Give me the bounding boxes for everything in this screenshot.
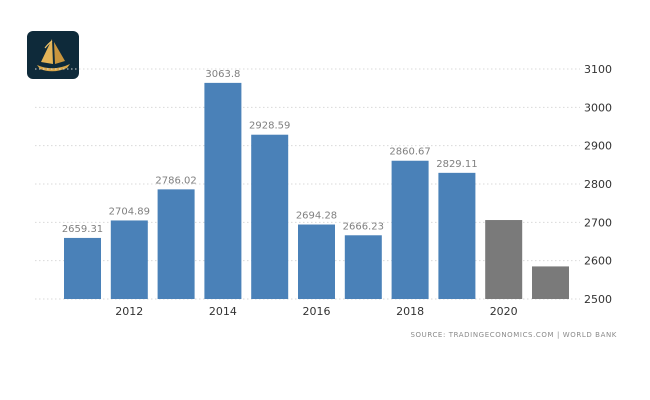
bar xyxy=(298,224,335,299)
bar xyxy=(110,220,148,299)
bar xyxy=(344,235,382,299)
brand-logo xyxy=(27,31,79,79)
data-label: 2860.67 xyxy=(389,147,430,158)
data-label: 2786.02 xyxy=(155,175,196,186)
data-label: 2694.28 xyxy=(296,211,337,222)
source-note: SOURCE: TRADINGECONOMICS.COM | WORLD BAN… xyxy=(410,331,617,339)
bar xyxy=(157,189,195,299)
x-tick-label: 2012 xyxy=(115,305,143,318)
y-tick-label: 2900 xyxy=(584,140,612,153)
y-tick-label: 2800 xyxy=(584,178,612,191)
x-tick-label: 2018 xyxy=(396,305,424,318)
data-label: 2928.59 xyxy=(249,121,290,132)
x-tick-label: 2020 xyxy=(490,305,518,318)
data-label: 2666.23 xyxy=(343,221,384,232)
y-tick-label: 2500 xyxy=(584,293,612,306)
bar xyxy=(438,172,476,299)
data-label: 2704.89 xyxy=(109,206,150,217)
x-tick-label: 2014 xyxy=(209,305,237,318)
y-tick-label: 3000 xyxy=(584,101,612,114)
x-tick-label: 2016 xyxy=(303,305,331,318)
y-tick-label: 2600 xyxy=(584,255,612,268)
data-label: 2659.31 xyxy=(62,224,103,235)
y-tick-label: 3100 xyxy=(584,63,612,76)
data-label: 2829.11 xyxy=(436,159,477,170)
data-label: 3063.8 xyxy=(205,69,240,80)
gold-ship-logo-icon xyxy=(37,39,70,72)
y-tick-label: 2700 xyxy=(584,216,612,229)
bar xyxy=(532,266,569,299)
bar xyxy=(251,134,289,299)
bar xyxy=(64,237,101,299)
bar xyxy=(204,82,242,299)
bar xyxy=(391,160,429,299)
bar xyxy=(485,220,523,299)
